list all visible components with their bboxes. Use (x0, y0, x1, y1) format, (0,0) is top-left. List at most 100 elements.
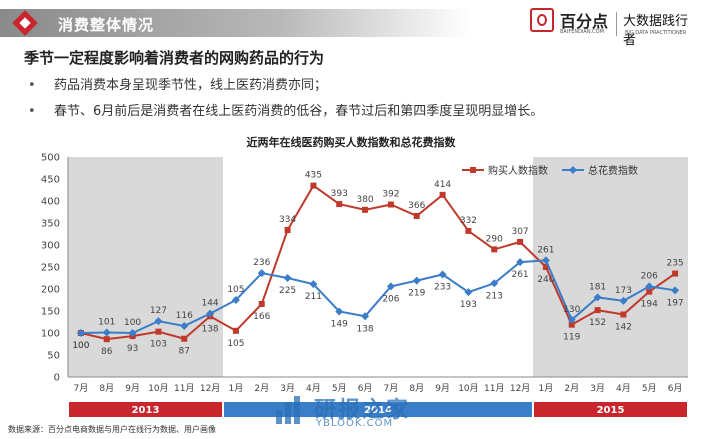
data-label: 138 (201, 324, 218, 334)
top-bar: 消费整体情况 (0, 0, 702, 44)
x-tick-label: 8月 (99, 383, 114, 394)
data-label: 166 (253, 312, 270, 322)
year-label: 2015 (597, 405, 625, 416)
data-point (517, 238, 524, 245)
data-point (181, 335, 188, 342)
year-shade-region (533, 157, 688, 377)
data-label: 366 (408, 201, 425, 211)
data-label: 233 (434, 282, 451, 292)
data-point (568, 321, 575, 328)
x-tick-label: 2月 (254, 383, 269, 394)
data-point (362, 206, 369, 213)
x-tick-label: 1月 (539, 383, 554, 394)
data-point (155, 328, 162, 335)
data-label: 142 (615, 323, 632, 333)
data-point (206, 309, 215, 318)
x-tick-label: 4月 (616, 383, 631, 394)
y-tick-label: 450 (41, 175, 60, 186)
brand-url: BAIFENDIAN.COM (560, 29, 604, 35)
data-point (620, 311, 627, 318)
year-bar (534, 402, 687, 417)
data-label: 101 (98, 318, 115, 328)
brand-slogan-en: BIG DATA PRACTITIONER (625, 30, 687, 36)
brand-name: 百分点 (560, 12, 609, 31)
y-tick-label: 500 (41, 153, 60, 164)
data-point (619, 296, 628, 305)
bullet-item: 药品消费本身呈现季节性，线上医药消费亦同； (24, 76, 543, 102)
data-label: 393 (331, 189, 348, 199)
x-tick-label: 3月 (590, 383, 605, 394)
y-tick-label: 200 (41, 285, 60, 296)
data-label: 225 (279, 286, 296, 296)
x-tick-label: 1月 (229, 383, 244, 394)
y-tick-label: 100 (41, 329, 60, 340)
page-headline: 季节一定程度影响着消费者的网购药品的行为 (24, 49, 325, 67)
data-label: 116 (176, 311, 193, 321)
data-point (231, 296, 240, 304)
x-tick-label: 7月 (74, 383, 89, 394)
x-tick-label: 10月 (458, 383, 478, 394)
percent-logo-icon (530, 8, 554, 32)
x-tick-label: 4月 (306, 383, 321, 394)
data-source-note: 数据来源：百分点电商数据与用户在线行为数据、用户画像 (8, 425, 216, 434)
data-point (439, 191, 446, 198)
watermark-url: YBLOOK.COM (316, 418, 394, 429)
x-tick-label: 6月 (358, 383, 373, 394)
data-label: 206 (382, 294, 399, 304)
x-tick-label: 6月 (668, 383, 683, 394)
data-point (283, 274, 292, 282)
section-title: 消费整体情况 (58, 16, 155, 34)
data-label: 219 (408, 289, 425, 299)
x-tick-label: 5月 (332, 383, 347, 394)
bullet-list: 药品消费本身呈现季节性，线上医药消费亦同； 春节、6月前后是消费者在线上医药消费… (24, 76, 543, 128)
data-label: 235 (666, 259, 683, 269)
legend-marker (470, 167, 476, 173)
x-tick-label: 10月 (148, 383, 168, 394)
data-point (284, 227, 291, 234)
data-label: 100 (124, 318, 141, 328)
data-point (335, 307, 344, 316)
data-label: 181 (589, 282, 606, 292)
legend-label: 购买人数指数 (488, 164, 548, 177)
y-tick-label: 150 (41, 307, 60, 318)
data-label: 334 (279, 215, 296, 225)
data-label: 193 (460, 300, 477, 310)
data-label: 236 (253, 258, 270, 268)
data-label: 119 (563, 333, 580, 343)
data-point (438, 270, 447, 279)
watermark: 研报之家 YBLOOK.COM (272, 392, 452, 432)
data-label: 103 (150, 340, 167, 350)
data-label: 211 (305, 292, 322, 302)
data-point (516, 258, 525, 267)
x-tick-label: 3月 (280, 383, 295, 394)
data-point (128, 329, 137, 337)
data-point (309, 280, 318, 289)
data-label: 86 (101, 347, 113, 357)
data-point (257, 269, 266, 278)
chevron-logo-icon (12, 10, 38, 36)
y-tick-label: 350 (41, 219, 60, 230)
data-point (646, 288, 653, 295)
data-label: 105 (227, 339, 244, 349)
x-tick-label: 5月 (642, 383, 657, 394)
data-point (465, 227, 472, 234)
brand-logo: 百分点 BAIFENDIAN.COM 大数据践行者 BIG DATA PRACT… (530, 8, 695, 48)
data-label: 435 (305, 171, 322, 181)
x-tick-label: 7月 (384, 383, 399, 394)
bar-chart-watermark-icon (276, 396, 300, 424)
x-tick-label: 2月 (564, 383, 579, 394)
x-tick-label: 11月 (484, 383, 504, 394)
x-tick-label: 9月 (435, 383, 450, 394)
data-point (490, 279, 499, 288)
data-label: 290 (486, 234, 503, 244)
y-tick-label: 0 (54, 373, 60, 384)
data-point (386, 282, 395, 291)
data-label: 307 (511, 227, 528, 237)
data-label: 240 (537, 275, 554, 285)
y-tick-label: 50 (47, 351, 60, 362)
series-line (80, 259, 676, 335)
year-label: 2013 (132, 405, 160, 416)
data-label: 173 (615, 286, 632, 296)
data-point (413, 212, 420, 219)
data-point (387, 201, 394, 208)
